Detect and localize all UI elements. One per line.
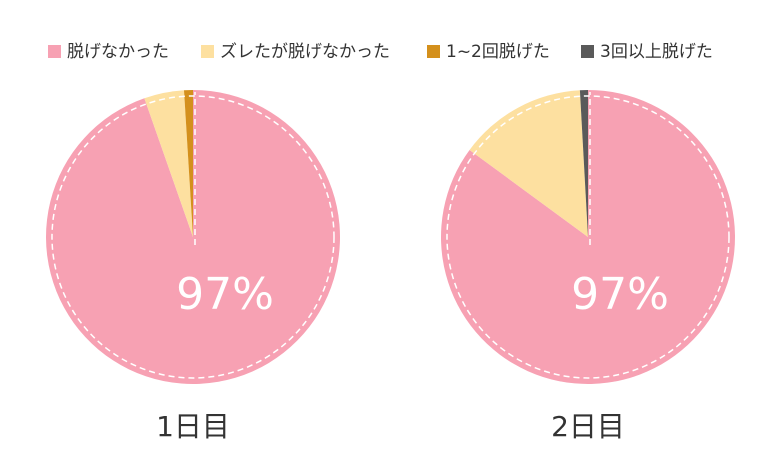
dashed-ring xyxy=(446,95,730,379)
value-label: 97% xyxy=(571,269,669,320)
legend-label: ズレたが脱げなかった xyxy=(220,42,390,62)
legend-swatch xyxy=(48,45,61,58)
pie-slice xyxy=(183,90,193,237)
pie-slice xyxy=(144,90,193,238)
legend-label: 1~2回脱げた xyxy=(446,42,550,62)
legend-label: 3回以上脱げた xyxy=(600,42,713,62)
pie-slice xyxy=(440,90,735,385)
pie-slice xyxy=(469,90,588,237)
legend-swatch xyxy=(581,45,594,58)
chart-title: 2日目 xyxy=(551,410,625,443)
pie-slice xyxy=(579,90,588,237)
legend-swatch xyxy=(427,45,440,58)
legend-swatch xyxy=(201,45,214,58)
value-label: 97% xyxy=(176,269,274,320)
dashed-ring xyxy=(51,95,335,379)
chart-title: 1日目 xyxy=(156,410,230,443)
legend-label: 脱げなかった xyxy=(67,42,169,62)
pie-slice xyxy=(45,90,340,384)
